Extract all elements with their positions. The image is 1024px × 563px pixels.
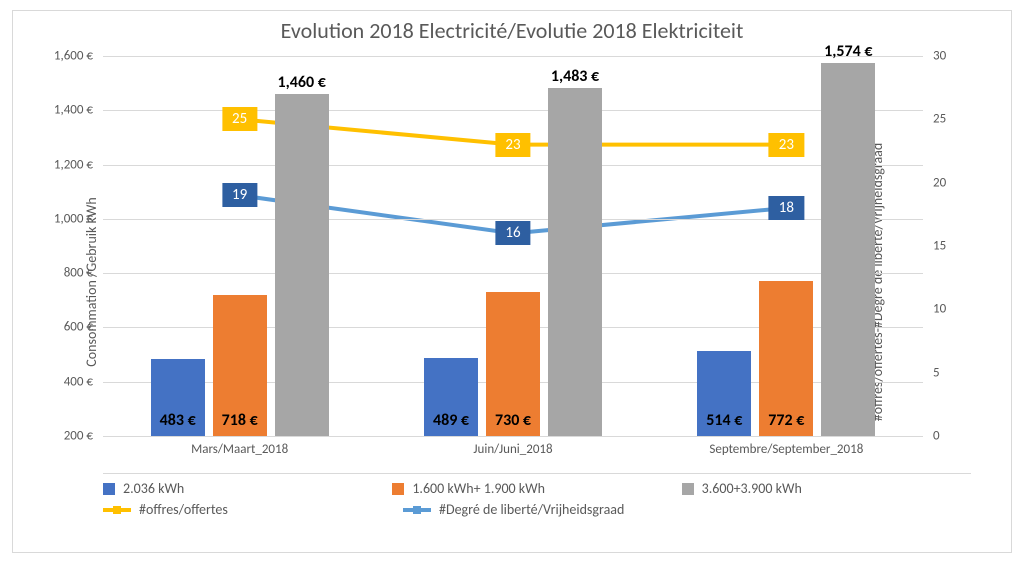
y-left-tick: 200 €: [33, 429, 93, 444]
bar: 772 €: [759, 281, 813, 436]
gridline: [103, 165, 923, 166]
y-right-tick: 15: [933, 239, 963, 254]
line-marker: 23: [769, 133, 804, 157]
y-right-tick: 0: [933, 429, 963, 444]
bar-value-label: 1,460 €: [278, 73, 326, 92]
y-right-tick: 10: [933, 302, 963, 317]
line-marker: 23: [495, 133, 530, 157]
legend-swatch-line: [103, 508, 131, 512]
bar-value-label: 718 €: [222, 411, 258, 430]
legend-label: #offres/offertes: [139, 501, 228, 518]
y-right-tick: 5: [933, 365, 963, 380]
bar-value-label: 483 €: [160, 411, 196, 430]
legend-label: 1.600 kWh+ 1.900 kWh: [412, 480, 545, 497]
gridline: [103, 56, 923, 57]
legend-swatch-box: [392, 483, 404, 495]
gridline: [103, 273, 923, 274]
bar: 730 €: [486, 292, 540, 436]
bar: 1,483 €: [548, 88, 602, 436]
bar-value-label: 1,483 €: [551, 67, 599, 86]
bar: 514 €: [697, 351, 751, 436]
x-tick: Mars/Maart_2018: [191, 442, 288, 457]
bar: 1,574 €: [821, 63, 875, 436]
legend-swatch-box: [103, 483, 115, 495]
y-left-tick: 1,400 €: [33, 103, 93, 118]
x-tick: Juin/Juni_2018: [473, 442, 552, 457]
legend-item: #Degré de liberté/Vrijheidsgraad: [403, 501, 703, 518]
y-left-tick: 1,600 €: [33, 49, 93, 64]
bar: 489 €: [424, 358, 478, 436]
legend-label: 3.600+3.900 kWh: [702, 480, 802, 497]
y-right-tick: 25: [933, 112, 963, 127]
plot-area: 200 €400 €600 €800 €1,000 €1,200 €1,400 …: [103, 56, 923, 436]
legend-item: 3.600+3.900 kWh: [682, 480, 971, 497]
y-right-tick: 20: [933, 175, 963, 190]
line-marker: 16: [495, 221, 530, 245]
y-right-tick: 30: [933, 49, 963, 64]
line-marker: 19: [222, 183, 257, 207]
bar-value-label: 1,574 €: [824, 42, 872, 61]
bar-value-label: 772 €: [768, 411, 804, 430]
legend-label: #Degré de liberté/Vrijheidsgraad: [439, 501, 624, 518]
legend-swatch-box: [682, 483, 694, 495]
gridline: [103, 436, 923, 437]
legend-item: 1.600 kWh+ 1.900 kWh: [392, 480, 681, 497]
line-marker: 25: [222, 107, 257, 131]
y-left-tick: 400 €: [33, 374, 93, 389]
bar-value-label: 730 €: [495, 411, 531, 430]
y-left-tick: 1,000 €: [33, 211, 93, 226]
bar: 483 €: [151, 359, 205, 436]
bar: 1,460 €: [275, 94, 329, 436]
bar: 718 €: [213, 295, 267, 436]
legend-row: 2.036 kWh 1.600 kWh+ 1.900 kWh 3.600+3.900…: [103, 480, 971, 497]
x-tick: Septembre/September_2018: [709, 442, 863, 457]
legend-item: 2.036 kWh: [103, 480, 392, 497]
line-marker: 18: [769, 196, 804, 220]
bar-value-label: 489 €: [433, 411, 469, 430]
legend: 2.036 kWh 1.600 kWh+ 1.900 kWh 3.600+3.900…: [103, 473, 971, 540]
chart-container: Evolution 2018 Electricité/Evolutie 2018…: [12, 10, 1012, 553]
legend-item: #offres/offertes: [103, 501, 403, 518]
y-left-tick: 800 €: [33, 266, 93, 281]
y-left-tick: 1,200 €: [33, 157, 93, 172]
chart-title: Evolution 2018 Electricité/Evolutie 2018…: [13, 17, 1011, 44]
bar-value-label: 514 €: [706, 411, 742, 430]
y-left-tick: 600 €: [33, 320, 93, 335]
legend-swatch-line: [403, 508, 431, 512]
legend-row: #offres/offertes #Degré de liberté/Vrijhe…: [103, 501, 971, 518]
legend-label: 2.036 kWh: [123, 480, 184, 497]
